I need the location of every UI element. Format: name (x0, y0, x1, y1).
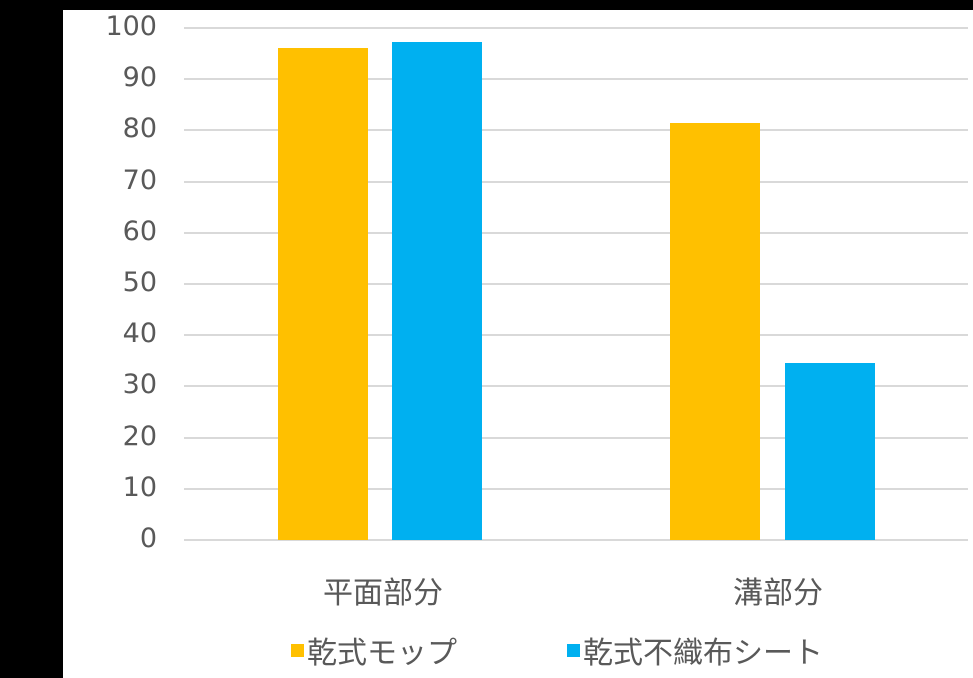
y-tick-label: 50 (122, 267, 157, 298)
x-label-category-2: 溝部分 (733, 576, 823, 611)
gridline (184, 231, 968, 234)
gridline (184, 283, 968, 285)
y-tick-label: 70 (122, 164, 157, 196)
gridline (184, 436, 968, 439)
gridline (184, 539, 968, 541)
gridline (184, 27, 968, 29)
y-tick-label: 20 (122, 420, 157, 452)
y-tick-label: 30 (122, 369, 157, 401)
y-axis: 100 90 80 70 60 50 40 30 20 10 0 (63, 12, 157, 554)
y-tick-label: 90 (122, 62, 157, 94)
y-tick-label: 40 (122, 318, 157, 350)
gridline (184, 334, 968, 337)
y-tick-label: 60 (122, 215, 157, 247)
gridline (184, 78, 968, 81)
y-tick-label: 80 (122, 113, 157, 145)
bar-1-series-1 (278, 47, 368, 540)
y-tick-label: 0 (139, 523, 157, 554)
gridline (184, 180, 968, 183)
x-label-category-1: 平面部分 (323, 576, 443, 611)
legend-item-sheet: 乾式不織布シート (567, 628, 823, 672)
y-tick-label: 10 (122, 471, 157, 503)
bar-1-series-2 (392, 41, 482, 540)
bar-2-series-2 (785, 362, 875, 540)
legend-item-mop: 乾式モップ (291, 628, 457, 672)
plot-area (184, 27, 968, 541)
y-tick-label: 100 (105, 11, 157, 42)
legend-swatch-mop (291, 643, 304, 657)
chart-panel: 100 90 80 70 60 50 40 30 20 10 0 平面部分 溝部分 乾式モップ 乾式… (63, 10, 973, 678)
gridline (184, 385, 968, 388)
legend: 乾式モップ 乾式不織布シート (63, 628, 973, 671)
legend-label-sheet: 乾式不織布シート (583, 636, 823, 671)
gridline (184, 487, 968, 490)
legend-label-mop: 乾式モップ (307, 636, 457, 671)
legend-swatch-sheet (567, 643, 580, 657)
bar-2-series-1 (670, 123, 760, 540)
gridline (184, 129, 968, 132)
